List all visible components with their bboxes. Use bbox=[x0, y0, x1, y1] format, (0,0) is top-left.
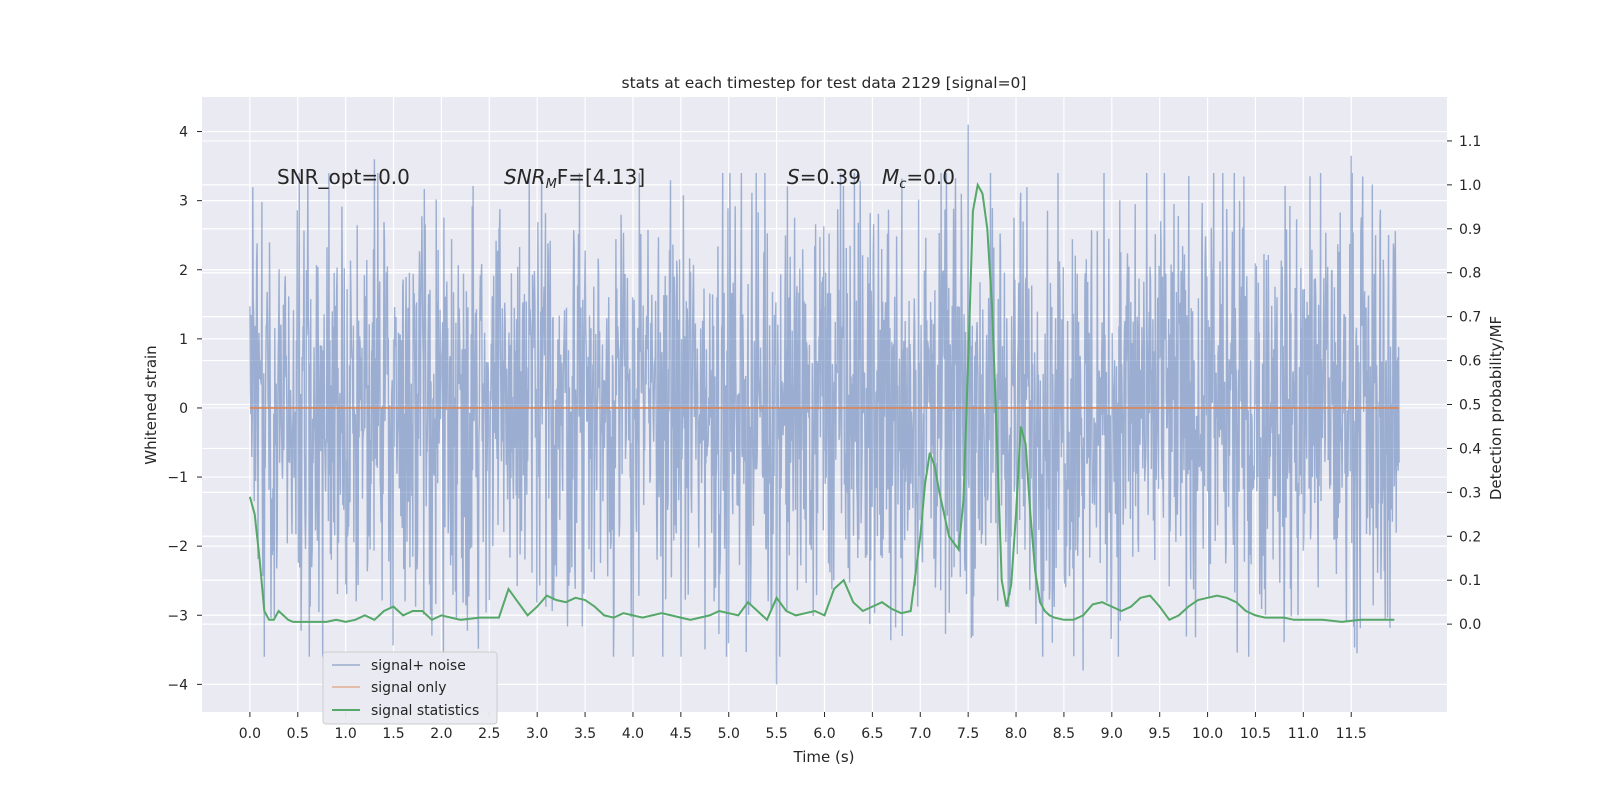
legend-label-signal-only: signal only bbox=[371, 680, 446, 696]
y-left-tick-label: −2 bbox=[167, 539, 188, 555]
x-axis-label: Time (s) bbox=[793, 748, 855, 766]
x-tick-label: 6.0 bbox=[813, 726, 835, 742]
x-tick-label: 3.0 bbox=[526, 726, 548, 742]
x-tick-label: 0.0 bbox=[239, 726, 261, 742]
y-right-tick-label: 0.8 bbox=[1459, 266, 1481, 282]
x-tick-label: 7.5 bbox=[957, 726, 979, 742]
signal-plus-noise-line bbox=[249, 124, 1400, 685]
legend-box bbox=[322, 651, 498, 725]
x-tick-label: 8.5 bbox=[1053, 726, 1075, 742]
signal-statistics-series bbox=[248, 181, 1395, 623]
y-right-tick-label: 0.6 bbox=[1459, 354, 1481, 370]
y-left-tick-label: 1 bbox=[179, 332, 188, 348]
y-right-tick-label: 0.3 bbox=[1459, 485, 1481, 501]
annotation-mc: Mc=0.0 bbox=[882, 165, 955, 192]
y-left-tick-label: 2 bbox=[179, 263, 188, 279]
x-tick-label: 5.0 bbox=[718, 726, 740, 742]
legend: signal+ noise signal only signal statist… bbox=[322, 651, 498, 725]
x-tick-label: 10.0 bbox=[1192, 726, 1223, 742]
x-tick-label: 5.5 bbox=[765, 726, 787, 742]
annotation-s: S=0.39 bbox=[787, 165, 861, 189]
x-tick-label: 0.5 bbox=[287, 726, 309, 742]
x-tick-label: 1.5 bbox=[382, 726, 404, 742]
y-right-tick-labels: 1.1 1.0 0.9 0.8 0.7 0.6 0.5 0.4 0.3 0.2 0.1 0.0 bbox=[1447, 134, 1481, 633]
x-tick-label: 9.0 bbox=[1101, 726, 1123, 742]
x-tick-label: 9.5 bbox=[1149, 726, 1171, 742]
x-tick-label: 2.0 bbox=[430, 726, 452, 742]
chart-title: stats at each timestep for test data 212… bbox=[622, 74, 1027, 92]
y-left-tick-label: 0 bbox=[179, 401, 188, 417]
x-tick-label: 11.5 bbox=[1336, 726, 1367, 742]
x-tick-label: 3.5 bbox=[574, 726, 596, 742]
signal-plus-noise-series bbox=[249, 124, 1400, 685]
x-tick-label: 11.0 bbox=[1288, 726, 1319, 742]
legend-label-statistics: signal statistics bbox=[371, 703, 479, 719]
y-left-tick-label: 4 bbox=[179, 125, 188, 141]
x-tick-label: 4.0 bbox=[622, 726, 644, 742]
x-tick-label: 8.0 bbox=[1005, 726, 1027, 742]
y-left-tick-label: −3 bbox=[167, 608, 188, 624]
y-right-tick-label: 0.0 bbox=[1459, 617, 1481, 633]
x-tick-labels: 0.0 0.5 1.0 1.5 2.0 2.5 3.0 3.5 4.0 4.5 5.0 5.5 6.0 6… bbox=[239, 712, 1367, 742]
annotation-snr-opt: SNR_opt=0.0 bbox=[277, 165, 410, 189]
y-right-tick-label: 0.4 bbox=[1459, 441, 1481, 457]
y-right-axis-label: Detection probability/MF bbox=[1487, 316, 1505, 500]
y-left-tick-label: −4 bbox=[167, 677, 188, 693]
y-left-tick-label: −1 bbox=[167, 470, 188, 486]
y-right-tick-label: 0.1 bbox=[1459, 573, 1481, 589]
y-right-tick-label: 1.1 bbox=[1459, 134, 1481, 150]
x-tick-label: 1.0 bbox=[335, 726, 357, 742]
x-tick-label: 2.5 bbox=[478, 726, 500, 742]
y-right-tick-label: 0.5 bbox=[1459, 398, 1481, 414]
y-left-tick-labels: 4 3 2 1 0 −1 −2 −3 −4 bbox=[167, 125, 202, 693]
y-right-tick-label: 0.2 bbox=[1459, 529, 1481, 545]
y-right-tick-label: 1.0 bbox=[1459, 178, 1481, 194]
y-right-tick-label: 0.9 bbox=[1459, 222, 1481, 238]
x-tick-label: 6.5 bbox=[861, 726, 883, 742]
x-tick-label: 4.5 bbox=[670, 726, 692, 742]
x-tick-label: 10.5 bbox=[1240, 726, 1271, 742]
annotation-snr-mf: SNRMF=[4.13] bbox=[504, 165, 645, 192]
x-tick-label: 7.0 bbox=[909, 726, 931, 742]
y-left-axis-label: Whitened strain bbox=[142, 345, 160, 464]
y-left-tick-label: 3 bbox=[179, 194, 188, 210]
y-right-tick-label: 0.7 bbox=[1459, 310, 1481, 326]
legend-label-noise: signal+ noise bbox=[371, 658, 466, 674]
